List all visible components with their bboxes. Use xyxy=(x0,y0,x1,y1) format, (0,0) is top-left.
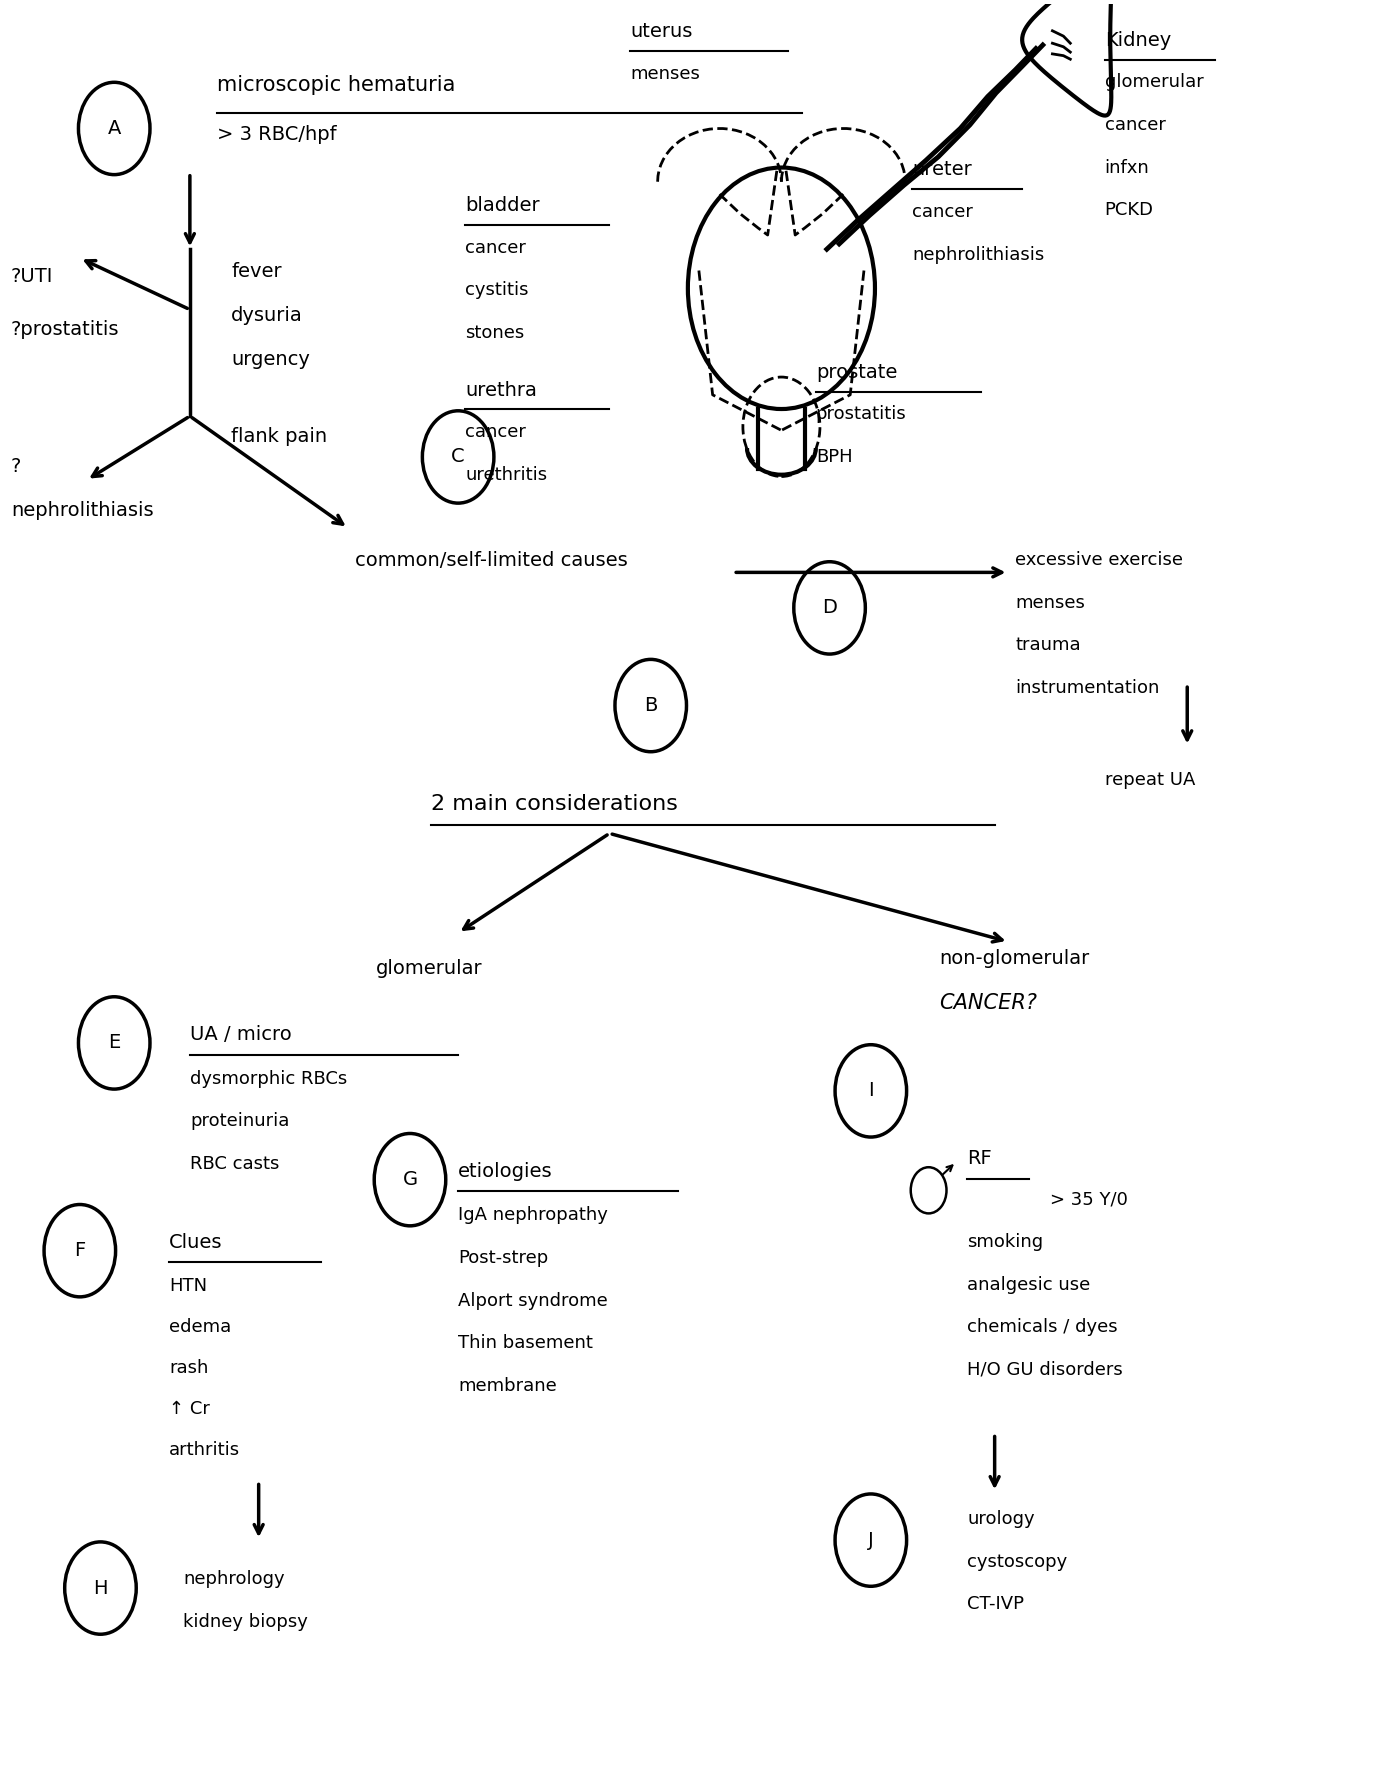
Text: J: J xyxy=(868,1531,873,1550)
Text: E: E xyxy=(108,1033,120,1053)
Text: glomerular: glomerular xyxy=(1104,73,1204,91)
Text: H/O GU disorders: H/O GU disorders xyxy=(967,1361,1122,1379)
Text: > 3 RBC/hpf: > 3 RBC/hpf xyxy=(217,125,338,145)
Text: nephrolithiasis: nephrolithiasis xyxy=(11,501,154,521)
Text: BPH: BPH xyxy=(815,448,853,466)
Text: prostate: prostate xyxy=(815,362,897,382)
Text: fever: fever xyxy=(231,262,282,280)
Text: cystitis: cystitis xyxy=(465,282,529,300)
Text: cancer: cancer xyxy=(912,203,973,221)
Text: excessive exercise: excessive exercise xyxy=(1016,551,1183,569)
Text: chemicals / dyes: chemicals / dyes xyxy=(967,1318,1118,1336)
Text: rash: rash xyxy=(169,1359,209,1377)
Text: Alport syndrome: Alport syndrome xyxy=(458,1292,608,1309)
Text: ↑ Cr: ↑ Cr xyxy=(169,1400,210,1418)
Text: I: I xyxy=(868,1081,873,1101)
Text: menses: menses xyxy=(630,64,700,82)
Text: stones: stones xyxy=(465,323,525,343)
Text: F: F xyxy=(75,1242,86,1260)
Text: PCKD: PCKD xyxy=(1104,202,1154,219)
Text: D: D xyxy=(822,598,837,617)
Text: CT-IVP: CT-IVP xyxy=(967,1595,1024,1613)
Text: CANCER?: CANCER? xyxy=(940,994,1038,1013)
Text: urethra: urethra xyxy=(465,380,537,400)
Text: HTN: HTN xyxy=(169,1277,208,1295)
Text: A: A xyxy=(108,120,120,137)
Text: ureter: ureter xyxy=(912,161,972,180)
Text: uterus: uterus xyxy=(630,21,692,41)
Text: urology: urology xyxy=(967,1509,1035,1527)
Text: 2 main considerations: 2 main considerations xyxy=(430,794,678,814)
Text: prostatitis: prostatitis xyxy=(815,405,907,423)
Text: IgA nephropathy: IgA nephropathy xyxy=(458,1206,608,1224)
Text: Clues: Clues xyxy=(169,1233,223,1252)
Text: RBC casts: RBC casts xyxy=(190,1154,280,1172)
Text: bladder: bladder xyxy=(465,196,540,214)
Text: infxn: infxn xyxy=(1104,159,1150,177)
Text: etiologies: etiologies xyxy=(458,1161,552,1181)
Text: Post-strep: Post-strep xyxy=(458,1249,548,1267)
Text: cystoscopy: cystoscopy xyxy=(967,1552,1067,1570)
Text: proteinuria: proteinuria xyxy=(190,1111,289,1131)
Text: common/self-limited causes: common/self-limited causes xyxy=(354,551,628,571)
Text: smoking: smoking xyxy=(967,1233,1044,1251)
Text: edema: edema xyxy=(169,1318,231,1336)
Text: instrumentation: instrumentation xyxy=(1016,680,1160,698)
Text: membrane: membrane xyxy=(458,1377,556,1395)
Text: > 35 Y/0: > 35 Y/0 xyxy=(1049,1190,1128,1208)
Text: kidney biopsy: kidney biopsy xyxy=(183,1613,307,1631)
Text: dysuria: dysuria xyxy=(231,307,303,325)
Text: ?prostatitis: ?prostatitis xyxy=(11,321,119,339)
Text: ?: ? xyxy=(11,457,21,476)
Text: cancer: cancer xyxy=(1104,116,1165,134)
Text: B: B xyxy=(644,696,657,715)
Text: H: H xyxy=(93,1579,108,1597)
Text: nephrolithiasis: nephrolithiasis xyxy=(912,246,1045,264)
Text: UA / micro: UA / micro xyxy=(190,1026,292,1044)
Text: microscopic hematuria: microscopic hematuria xyxy=(217,75,455,95)
Text: RF: RF xyxy=(967,1149,992,1169)
Text: urethritis: urethritis xyxy=(465,466,547,483)
Text: C: C xyxy=(451,448,465,466)
Text: menses: menses xyxy=(1016,594,1085,612)
Text: non-glomerular: non-glomerular xyxy=(940,949,1089,969)
Text: arthritis: arthritis xyxy=(169,1441,241,1459)
Text: Thin basement: Thin basement xyxy=(458,1334,592,1352)
Text: ?UTI: ?UTI xyxy=(11,268,54,285)
Text: cancer: cancer xyxy=(465,239,526,257)
Text: urgency: urgency xyxy=(231,350,310,369)
Text: glomerular: glomerular xyxy=(375,960,482,978)
Text: G: G xyxy=(403,1170,418,1190)
Text: analgesic use: analgesic use xyxy=(967,1276,1091,1293)
Text: Kidney: Kidney xyxy=(1104,30,1171,50)
Text: trauma: trauma xyxy=(1016,637,1081,655)
Text: repeat UA: repeat UA xyxy=(1104,771,1194,789)
Text: nephrology: nephrology xyxy=(183,1570,285,1588)
Text: dysmorphic RBCs: dysmorphic RBCs xyxy=(190,1070,347,1088)
Text: cancer: cancer xyxy=(465,423,526,441)
Text: flank pain: flank pain xyxy=(231,426,327,446)
